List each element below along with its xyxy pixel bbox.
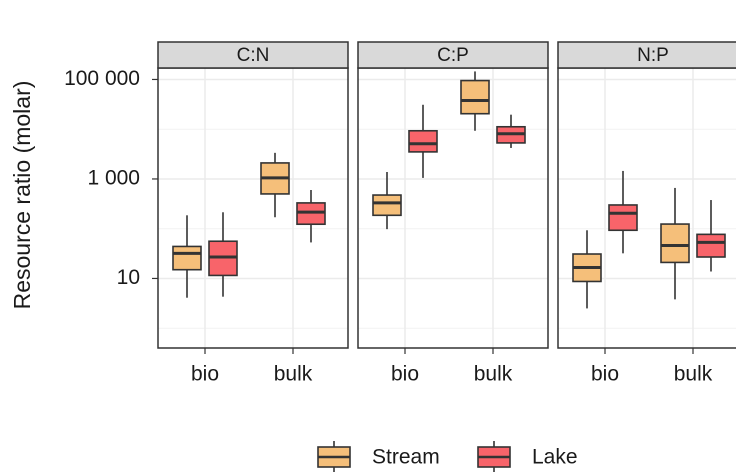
facet-strip [157, 41, 349, 69]
legend-label: Lake [532, 446, 578, 469]
facet-label: C:P [437, 45, 469, 66]
x-tick-label: bio [391, 363, 419, 386]
box [660, 223, 690, 264]
box [408, 129, 438, 153]
box [372, 194, 402, 217]
x-tick-label: bio [591, 363, 619, 386]
legend-label: Stream [372, 446, 440, 469]
x-tick-label: bio [191, 363, 219, 386]
panel-background [558, 68, 736, 348]
x-tick-label: bulk [274, 363, 313, 386]
box [460, 79, 490, 115]
facet-strip [357, 41, 549, 69]
box [608, 204, 638, 232]
facet-label: N:P [637, 45, 669, 66]
facet-label: C:N [237, 45, 270, 66]
x-tick-label: bulk [674, 363, 713, 386]
y-axis-label: Resource ratio (molar) [9, 81, 35, 310]
box [696, 233, 726, 258]
y-tick-label: 10 [117, 266, 140, 289]
x-tick-label: bulk [474, 363, 513, 386]
box [172, 245, 202, 271]
y-tick-label: 1 000 [87, 167, 140, 190]
y-tick-label: 100 000 [64, 67, 140, 90]
facet-strip [557, 41, 736, 69]
